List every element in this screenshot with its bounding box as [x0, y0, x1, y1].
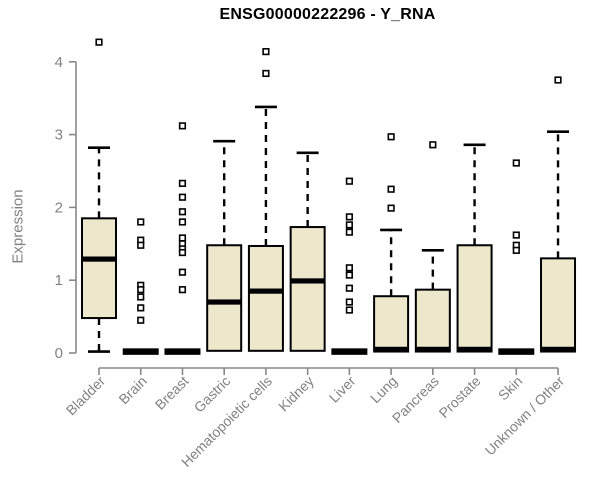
chart-title: ENSG00000222296 - Y_RNA [219, 6, 436, 23]
box-prostate [456, 244, 493, 353]
outlier-pancreas [429, 141, 437, 149]
outlier-lung [387, 133, 395, 141]
outlier-brain [137, 286, 145, 294]
median-pancreas [415, 346, 450, 352]
outlier-unknown-other [554, 76, 562, 84]
x-axis-label-prostate: Prostate [436, 373, 484, 421]
outlier-breast [178, 248, 187, 257]
y-axis-tick-label: 3 [55, 127, 63, 144]
outlier-liver [345, 228, 353, 236]
x-axis-label-brain: Brain [115, 373, 149, 407]
outlier-bladder [95, 38, 103, 46]
box-kidney [289, 226, 326, 352]
outlier-breast [178, 268, 187, 276]
x-axis-label-bladder: Bladder [63, 373, 109, 419]
outlier-liver [345, 213, 353, 221]
box-unknown-other [540, 257, 577, 353]
x-axis-label-skin: Skin [495, 373, 526, 404]
outlier-breast [178, 218, 187, 226]
outlier-hematopoietic-cells [262, 48, 270, 56]
y-axis-tick-label: 1 [55, 272, 63, 289]
box-liver [331, 348, 368, 355]
outlier-brain [137, 304, 145, 312]
median-prostate [457, 346, 492, 352]
outlier-breast [178, 286, 187, 294]
median-lung [374, 346, 409, 352]
x-axis-label-kidney: Kidney [275, 373, 317, 415]
outlier-brain [137, 293, 145, 301]
box-gastric [206, 244, 243, 352]
outlier-breast [178, 193, 187, 201]
outlier-breast [178, 122, 187, 130]
y-axis-tick-label: 4 [55, 54, 63, 71]
outlier-liver [345, 264, 353, 272]
box-lung [373, 295, 410, 353]
x-axis-label-unknown-other: Unknown / Other [482, 373, 568, 459]
outlier-liver [345, 284, 353, 292]
median-gastric [207, 299, 242, 305]
outlier-hematopoietic-cells [262, 69, 270, 78]
outlier-breast [178, 179, 187, 187]
x-axis-label-liver: Liver [326, 373, 359, 406]
outlier-brain [137, 316, 145, 324]
outlier-skin [512, 246, 520, 254]
x-axis-label-breast: Breast [152, 373, 192, 413]
outlier-liver [345, 298, 353, 306]
outlier-liver [345, 221, 353, 229]
median-bladder [82, 256, 116, 262]
box-bladder [81, 217, 117, 320]
outlier-skin [512, 231, 520, 239]
box-breast [164, 348, 201, 355]
outlier-liver [345, 177, 353, 185]
outlier-skin [512, 159, 520, 167]
y-axis-tick-label: 0 [55, 345, 63, 362]
outlier-breast [178, 208, 187, 216]
outlier-breast [178, 234, 187, 242]
outlier-brain [137, 218, 145, 226]
box-skin [498, 348, 535, 355]
median-unknown-other [541, 346, 576, 352]
x-axis-label-lung: Lung [367, 373, 400, 406]
median-kidney [290, 278, 325, 284]
outlier-lung [387, 204, 395, 212]
box-hematopoietic-cells [247, 244, 284, 352]
outlier-brain [137, 241, 145, 249]
outlier-liver [345, 306, 353, 314]
box-pancreas [414, 288, 451, 353]
outlier-lung [387, 185, 395, 193]
box-brain [122, 348, 159, 355]
median-hematopoietic-cells [248, 288, 283, 294]
y-axis-tick-label: 2 [55, 199, 63, 216]
outlier-liver [345, 271, 353, 279]
